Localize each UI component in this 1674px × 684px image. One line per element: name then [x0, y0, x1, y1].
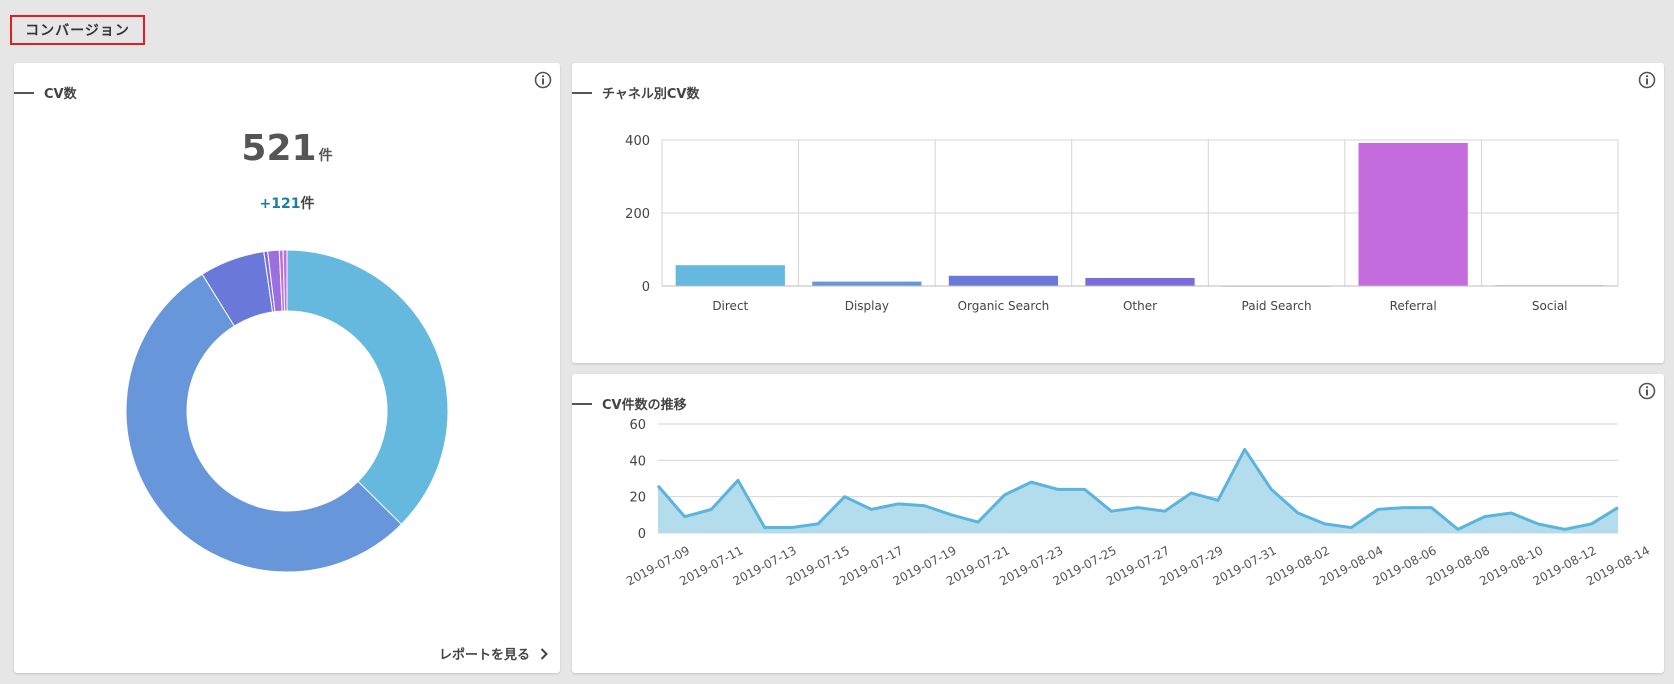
- bar-other[interactable]: [1085, 277, 1195, 286]
- total-cv-value: 521: [241, 128, 317, 169]
- bar-direct[interactable]: [675, 265, 785, 286]
- x-tick-label: Direct: [712, 299, 748, 313]
- donut-slice-display[interactable]: [125, 273, 403, 573]
- cv-delta-unit: 件: [300, 196, 315, 212]
- cv-card-title: CV数: [44, 87, 77, 102]
- data-point[interactable]: [789, 526, 793, 530]
- data-point[interactable]: [1163, 509, 1167, 513]
- x-tick-label: Paid Search: [1242, 299, 1312, 313]
- info-icon[interactable]: [1638, 71, 1656, 89]
- y-tick-label: 60: [629, 418, 646, 433]
- trend-card-title: CV件数の推移: [602, 398, 687, 413]
- data-point[interactable]: [976, 520, 980, 524]
- data-point[interactable]: [1189, 491, 1193, 495]
- data-point[interactable]: [1003, 493, 1007, 497]
- cv-trend-area-chart: 02040602019-07-092019-07-112019-07-13201…: [624, 418, 1652, 588]
- total-cv-unit: 件: [318, 148, 333, 164]
- title-dash: [14, 91, 34, 94]
- data-point[interactable]: [1429, 506, 1433, 510]
- data-point[interactable]: [1616, 506, 1620, 510]
- data-point[interactable]: [1269, 487, 1273, 491]
- data-point[interactable]: [1056, 487, 1060, 491]
- data-point[interactable]: [1349, 526, 1353, 530]
- data-point[interactable]: [1109, 509, 1113, 513]
- info-icon[interactable]: [534, 71, 552, 89]
- data-point[interactable]: [923, 504, 927, 508]
- cv-trend-line[interactable]: [656, 447, 1619, 531]
- y-tick-label: 0: [642, 280, 650, 295]
- title-dash: [572, 402, 592, 405]
- bar-referral[interactable]: [1358, 142, 1468, 286]
- cv-count-card: CV数 521 件 +121件 レポートを見る: [14, 63, 560, 673]
- data-point[interactable]: [1136, 506, 1140, 510]
- channel-bar-chart: 0 200 400 Direct Display Organic Search Other P…: [625, 134, 1619, 313]
- bar-organic-search[interactable]: [948, 275, 1059, 286]
- data-point[interactable]: [763, 526, 767, 530]
- bar-chart-grid: [661, 139, 1619, 287]
- info-icon[interactable]: [1638, 382, 1656, 400]
- data-point[interactable]: [1456, 527, 1460, 531]
- data-point[interactable]: [1563, 527, 1567, 531]
- cv-donut-chart: [125, 249, 449, 573]
- section-title: コンバージョン: [10, 15, 145, 45]
- data-point[interactable]: [1403, 506, 1407, 510]
- bar-display[interactable]: [812, 281, 922, 286]
- y-tick-label: 0: [638, 527, 646, 542]
- cv-delta: +121件: [14, 193, 560, 213]
- view-report-label: レポートを見る: [438, 648, 530, 663]
- cv-trend-card: CV件数の推移 0 20 40 60 2019-07-09 2019-07-11 2019-…: [572, 374, 1664, 673]
- donut-slice-direct[interactable]: [286, 249, 449, 526]
- y-tick-label: 400: [625, 134, 650, 149]
- data-point[interactable]: [1323, 522, 1327, 526]
- chevron-right-icon: [540, 647, 548, 660]
- data-point[interactable]: [816, 522, 820, 526]
- data-point[interactable]: [1029, 480, 1033, 484]
- y-tick-label: 20: [629, 491, 646, 506]
- y-tick-label: 40: [629, 454, 646, 469]
- data-point[interactable]: [1536, 522, 1540, 526]
- x-tick-label: Organic Search: [958, 299, 1050, 313]
- title-dash: [572, 91, 592, 94]
- data-point[interactable]: [656, 484, 660, 488]
- cv-delta-value: +121: [259, 196, 301, 212]
- data-point[interactable]: [869, 507, 873, 511]
- x-tick-label: Other: [1123, 299, 1157, 313]
- data-point[interactable]: [1296, 511, 1300, 515]
- data-point[interactable]: [1243, 447, 1247, 451]
- data-point[interactable]: [1216, 498, 1220, 502]
- data-point[interactable]: [736, 478, 740, 482]
- data-point[interactable]: [709, 507, 713, 511]
- data-point[interactable]: [1589, 522, 1593, 526]
- data-point[interactable]: [896, 502, 900, 506]
- card-title: CV件数の推移: [572, 394, 687, 413]
- view-report-link[interactable]: レポートを見る: [439, 644, 548, 663]
- donut-slice-social[interactable]: [282, 249, 288, 312]
- data-point[interactable]: [683, 515, 687, 519]
- data-point[interactable]: [1483, 515, 1487, 519]
- data-point[interactable]: [1509, 511, 1513, 515]
- channel-cv-card: チャネル別CV数 0 200 400 Direct Display Organic Sea…: [572, 63, 1664, 363]
- card-title: CV数: [14, 83, 77, 102]
- data-point[interactable]: [949, 513, 953, 517]
- card-title: チャネル別CV数: [572, 83, 699, 102]
- area-fill: [658, 449, 1618, 533]
- y-tick-label: 200: [625, 207, 650, 222]
- x-tick-label: Referral: [1390, 299, 1437, 313]
- total-cv: 521 件: [14, 128, 560, 169]
- x-tick-label: Social: [1532, 299, 1568, 313]
- x-tick-label: Display: [845, 299, 889, 313]
- channel-card-title: チャネル別CV数: [602, 87, 700, 102]
- data-point[interactable]: [1376, 507, 1380, 511]
- data-point[interactable]: [1083, 487, 1087, 491]
- data-point[interactable]: [843, 495, 847, 499]
